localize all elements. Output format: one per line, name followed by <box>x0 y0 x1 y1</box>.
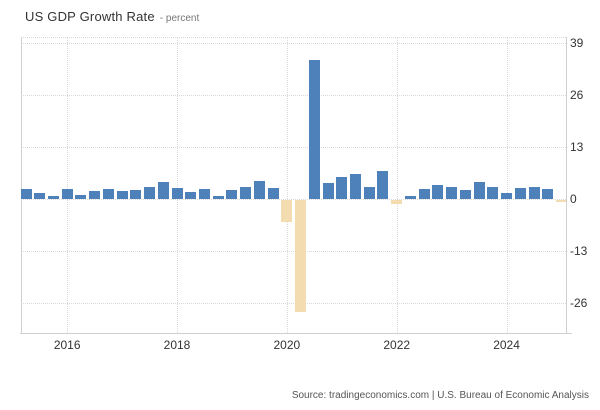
bar-2020-q2[interactable] <box>295 200 307 313</box>
y-gridline--26 <box>21 303 566 304</box>
x-gridline-2020 <box>286 37 288 333</box>
bar-2015-q3[interactable] <box>34 193 46 199</box>
y-axis-label-39: 39 <box>570 36 584 50</box>
bar-2016-q3[interactable] <box>89 190 101 199</box>
chart-title-row: US GDP Growth Rate - percent <box>25 8 199 26</box>
bar-2016-q4[interactable] <box>102 188 114 199</box>
bar-2019-q3[interactable] <box>253 180 265 199</box>
bar-2021-q1[interactable] <box>336 177 348 199</box>
bar-2024-q2[interactable] <box>514 188 526 199</box>
bar-2022-q1[interactable] <box>391 200 403 204</box>
x-axis-label-2018: 2018 <box>163 338 191 352</box>
bar-2021-q3[interactable] <box>363 186 375 199</box>
bar-2016-q1[interactable] <box>61 189 73 199</box>
bar-2024-q4[interactable] <box>542 189 554 199</box>
bar-2022-q2[interactable] <box>404 196 416 199</box>
bar-2022-q4[interactable] <box>432 185 444 199</box>
bar-2015-q4[interactable] <box>47 195 59 199</box>
bar-2018-q3[interactable] <box>198 189 210 199</box>
y-gridline-26 <box>21 95 566 96</box>
bar-2018-q2[interactable] <box>185 191 197 199</box>
bar-2015-q2[interactable] <box>21 189 32 199</box>
x-axis-label-2016: 2016 <box>53 338 81 352</box>
y-gridline--13 <box>21 251 566 252</box>
bar-2017-q2[interactable] <box>130 189 142 199</box>
x-axis-line <box>20 333 572 334</box>
y-axis-label-13: 13 <box>570 140 584 154</box>
x-axis-label-2024: 2024 <box>493 338 520 352</box>
x-axis-label-2020: 2020 <box>273 338 301 352</box>
bar-2023-q2[interactable] <box>459 189 471 199</box>
bar-2017-q4[interactable] <box>157 181 169 199</box>
y-gridline-13 <box>21 147 566 148</box>
bar-2024-q1[interactable] <box>501 193 513 199</box>
bar-2019-q1[interactable] <box>226 189 238 199</box>
bar-2025-q1[interactable] <box>555 200 566 202</box>
bar-2024-q3[interactable] <box>528 186 540 199</box>
y-gridline-39 <box>21 43 566 44</box>
bar-2020-q4[interactable] <box>322 183 334 199</box>
bar-2023-q1[interactable] <box>446 187 458 199</box>
y-axis-line-left <box>21 37 22 333</box>
bar-2017-q3[interactable] <box>144 187 156 199</box>
bar-2018-q4[interactable] <box>212 196 224 199</box>
chart-subtitle: - percent <box>159 13 200 24</box>
bar-2021-q4[interactable] <box>377 171 389 199</box>
y-axis-label--13: -13 <box>570 244 588 258</box>
bar-2020-q3[interactable] <box>308 59 320 199</box>
bar-2020-q1[interactable] <box>281 200 293 222</box>
x-gridline-2024 <box>506 37 508 333</box>
bar-2016-q2[interactable] <box>75 195 87 199</box>
x-gridline-2016 <box>67 37 69 333</box>
bar-2023-q4[interactable] <box>487 187 499 199</box>
plot-top-border <box>21 37 566 38</box>
y-axis-label-26: 26 <box>570 88 584 102</box>
source-attribution: Source: tradingeconomics.com | U.S. Bure… <box>291 390 589 401</box>
y-axis-label-0: 0 <box>570 192 577 206</box>
y-axis-line-right <box>565 37 567 333</box>
bar-2017-q1[interactable] <box>116 191 128 199</box>
x-axis-label-2022: 2022 <box>383 338 411 352</box>
bar-2018-q1[interactable] <box>171 187 183 199</box>
bar-2022-q3[interactable] <box>418 189 430 199</box>
bar-2019-q2[interactable] <box>240 187 252 199</box>
x-gridline-2018 <box>177 37 179 333</box>
bar-2021-q2[interactable] <box>350 174 362 199</box>
chart-title: US GDP Growth Rate <box>25 9 155 24</box>
bar-2023-q3[interactable] <box>473 181 485 199</box>
y-gridline-0 <box>21 199 566 200</box>
bar-2019-q4[interactable] <box>267 188 279 199</box>
x-gridline-2022 <box>396 37 398 333</box>
bars-clip <box>21 37 566 333</box>
y-axis-label--26: -26 <box>570 296 588 310</box>
